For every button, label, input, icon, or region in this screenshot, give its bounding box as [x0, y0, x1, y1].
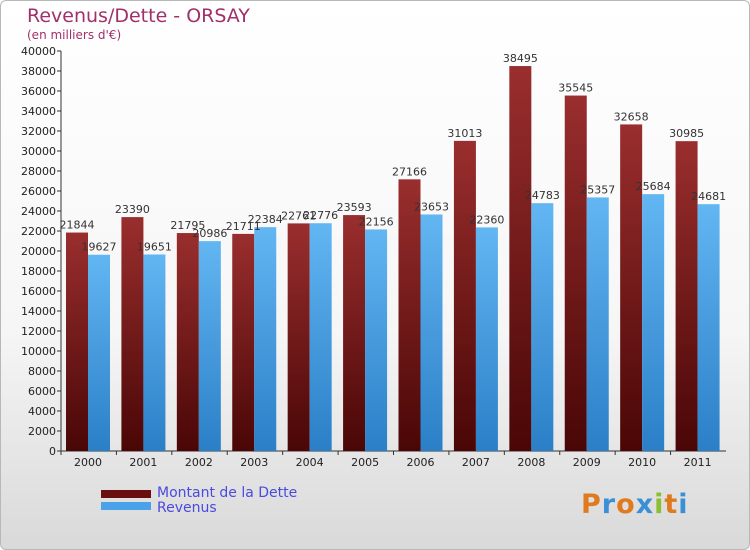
x-tick-label: 2001 [129, 456, 157, 469]
y-tick-label: 22000 [21, 225, 56, 238]
dette-value-label: 21711 [226, 220, 261, 233]
legend-swatch-revenus [101, 502, 151, 510]
revenus-value-label: 22776 [303, 209, 338, 222]
y-tick-label: 8000 [28, 365, 56, 378]
y-tick-label: 34000 [21, 105, 56, 118]
y-tick-label: 16000 [21, 285, 56, 298]
revenus-value-label: 22156 [359, 215, 394, 228]
x-tick-label: 2000 [74, 456, 102, 469]
revenus-value-label: 22384 [248, 213, 283, 226]
revenus-value-label: 24681 [691, 190, 726, 203]
x-tick-label: 2010 [628, 456, 656, 469]
revenus-value-label: 23653 [414, 200, 449, 213]
revenus-bar [586, 197, 609, 451]
x-tick-label: 2003 [240, 456, 268, 469]
revenus-bar [642, 194, 665, 451]
dette-bar [675, 141, 698, 451]
revenus-bar [309, 223, 332, 451]
proxiti-logo: Proxiti [581, 489, 689, 520]
x-tick-label: 2002 [185, 456, 213, 469]
y-tick-label: 38000 [21, 65, 56, 78]
logo-letter: i [654, 489, 665, 520]
x-tick-label: 2006 [407, 456, 435, 469]
legend-label-revenus: Revenus [157, 500, 217, 516]
dette-value-label: 22761 [281, 209, 316, 222]
revenus-bar [365, 229, 388, 451]
dette-bar [232, 233, 255, 451]
dette-value-label: 30985 [669, 127, 704, 140]
chart-title: Revenus/Dette - ORSAY [27, 5, 250, 27]
revenus-value-label: 19627 [82, 241, 117, 254]
legend-label-dette: Montant de la Dette [157, 485, 298, 501]
y-tick-label: 12000 [21, 325, 56, 338]
revenus-value-label: 19651 [137, 240, 172, 253]
revenus-value-label: 24783 [525, 189, 560, 202]
y-tick-label: 10000 [21, 345, 56, 358]
revenus-bar [420, 214, 443, 451]
y-tick-label: 30000 [21, 145, 56, 158]
dette-bar [176, 233, 199, 451]
revenus-value-label: 20986 [192, 227, 227, 240]
y-tick-label: 18000 [21, 265, 56, 278]
x-tick-label: 2007 [462, 456, 490, 469]
revenus-bar [531, 203, 554, 451]
y-tick-label: 36000 [21, 85, 56, 98]
revenus-bar [475, 227, 498, 451]
dette-value-label: 35545 [558, 82, 593, 95]
dette-value-label: 38495 [503, 52, 538, 65]
dette-bar [509, 66, 532, 452]
chart-subtitle: (en milliers d'€) [27, 28, 122, 42]
dette-bar [620, 124, 643, 452]
dette-bar [398, 179, 421, 451]
y-tick-label: 0 [49, 445, 56, 458]
y-tick-label: 20000 [21, 245, 56, 258]
dette-value-label: 21844 [60, 219, 95, 232]
y-tick-label: 14000 [21, 305, 56, 318]
dette-value-label: 21795 [170, 219, 205, 232]
x-tick-label: 2005 [351, 456, 379, 469]
logo-letter: t [664, 489, 679, 520]
y-tick-label: 32000 [21, 125, 56, 138]
x-tick-label: 2011 [684, 456, 712, 469]
y-tick-label: 6000 [28, 385, 56, 398]
logo-letter: x [635, 489, 655, 520]
y-tick-label: 40000 [21, 45, 56, 58]
dette-value-label: 23593 [337, 201, 372, 214]
revenus-bar [697, 204, 720, 451]
y-tick-label: 28000 [21, 165, 56, 178]
revenus-bar [254, 227, 277, 451]
dette-bar [121, 217, 144, 451]
revenus-value-label: 25357 [580, 183, 615, 196]
y-tick-label: 4000 [28, 405, 56, 418]
x-tick-label: 2008 [517, 456, 545, 469]
logo-letter: r [601, 489, 617, 520]
x-tick-label: 2009 [573, 456, 601, 469]
dette-bar [453, 140, 476, 451]
logo-letter: o [616, 489, 636, 520]
dette-bar [564, 95, 587, 452]
y-tick-label: 26000 [21, 185, 56, 198]
dette-value-label: 32658 [614, 110, 649, 123]
y-tick-label: 24000 [21, 205, 56, 218]
revenus-value-label: 25684 [636, 180, 671, 193]
dette-value-label: 27166 [392, 165, 427, 178]
logo-letter: i [678, 489, 689, 520]
dette-value-label: 31013 [447, 127, 482, 140]
logo-letter: P [581, 489, 602, 520]
dette-bar [287, 223, 310, 451]
revenus-bar [143, 254, 166, 451]
dette-bar [66, 232, 88, 451]
dette-value-label: 23390 [115, 203, 150, 216]
dette-bar [343, 215, 366, 451]
revenus-bar [88, 254, 110, 451]
legend-swatch-dette [101, 490, 151, 498]
x-tick-label: 2004 [296, 456, 324, 469]
revenus-value-label: 22360 [469, 213, 504, 226]
y-tick-label: 2000 [28, 425, 56, 438]
revenus-bar [198, 241, 221, 451]
